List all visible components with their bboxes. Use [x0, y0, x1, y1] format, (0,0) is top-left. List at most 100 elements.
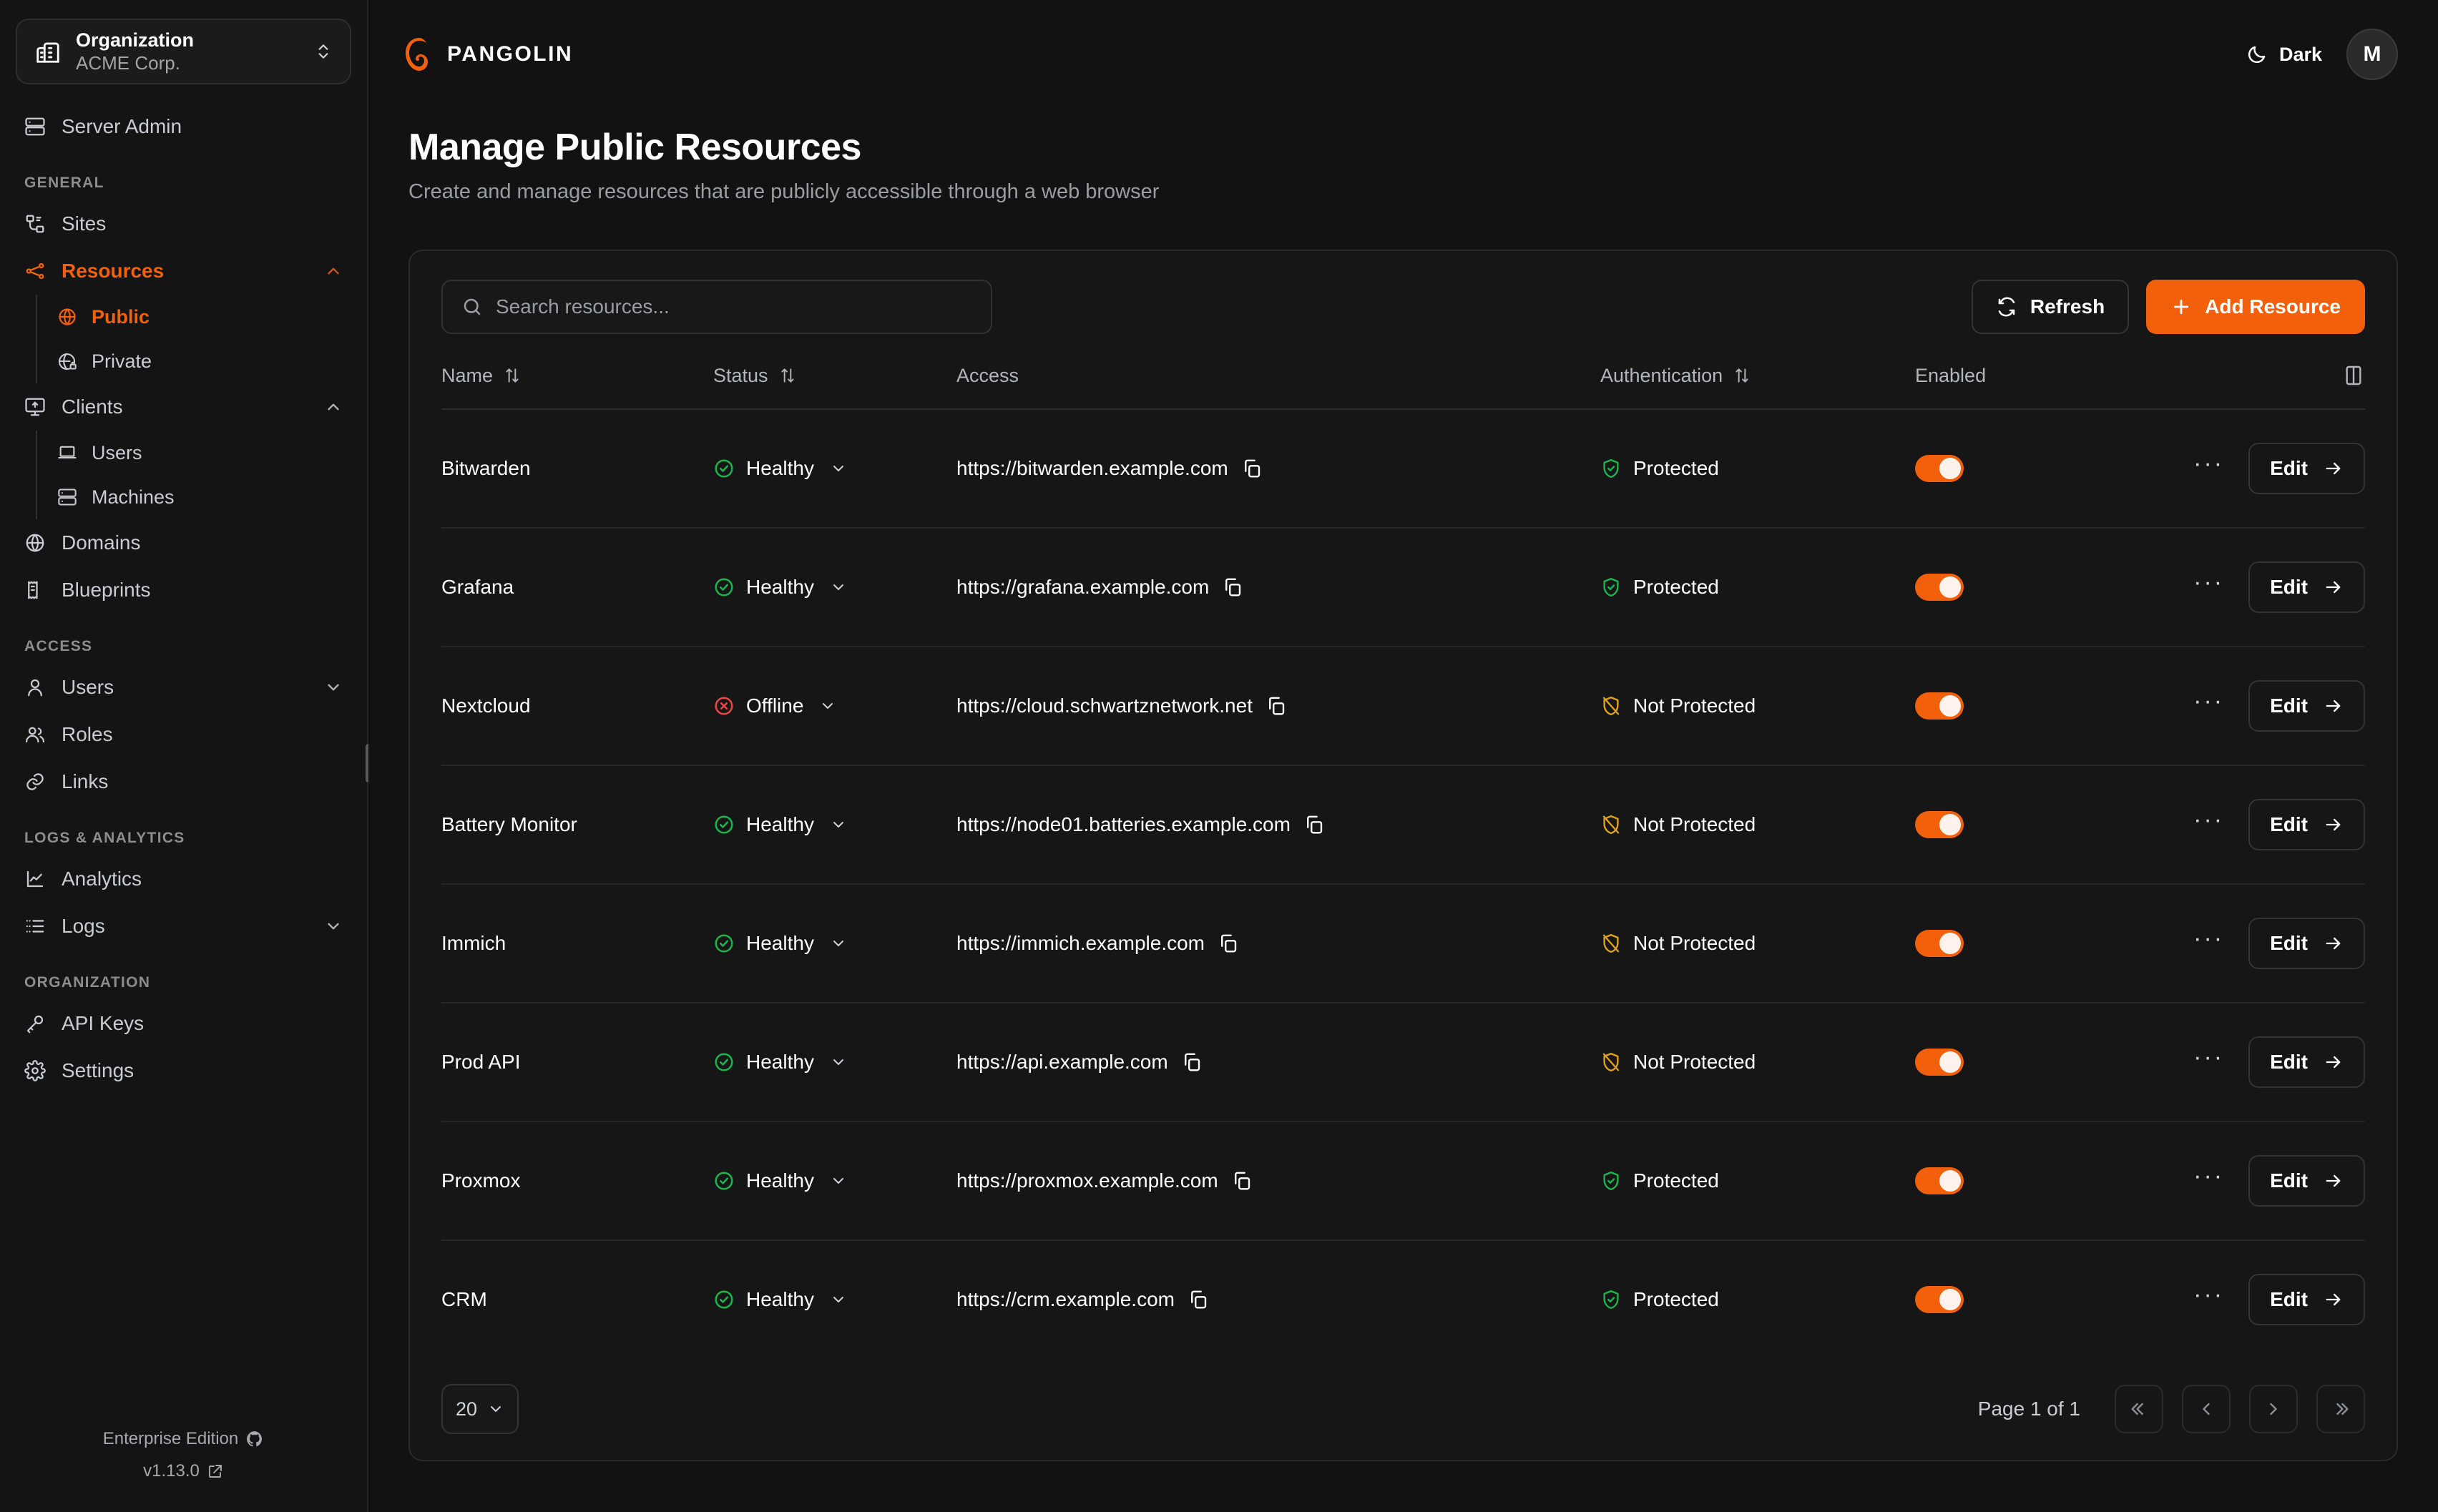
first-page-button[interactable] [2115, 1385, 2163, 1433]
column-header-name[interactable]: Name [441, 364, 713, 410]
sidebar-item-clients-machines[interactable]: Machines [49, 475, 351, 519]
columns-icon[interactable] [2342, 364, 2365, 387]
resource-url[interactable]: https://grafana.example.com [956, 576, 1210, 598]
sort-icon[interactable] [778, 366, 797, 385]
copy-icon[interactable] [1218, 933, 1239, 954]
sidebar-item-roles[interactable]: Roles [16, 711, 351, 758]
cell-authentication: Not Protected [1600, 647, 1915, 766]
status-dropdown[interactable]: Healthy [713, 1288, 956, 1311]
sidebar-item-analytics[interactable]: Analytics [16, 855, 351, 903]
more-actions-icon[interactable]: ··· [2193, 806, 2225, 833]
column-header-status[interactable]: Status [713, 364, 956, 410]
enabled-toggle[interactable] [1915, 455, 1964, 482]
sidebar-item-users[interactable]: Users [16, 664, 351, 711]
copy-icon[interactable] [1231, 1170, 1253, 1192]
sidebar-item-clients[interactable]: Clients [16, 383, 351, 431]
status-dropdown[interactable]: Healthy [713, 813, 956, 836]
edition-link[interactable]: Enterprise Edition [16, 1423, 351, 1455]
sidebar-item-domains[interactable]: Domains [16, 519, 351, 566]
edit-button[interactable]: Edit [2248, 443, 2365, 494]
resource-url[interactable]: https://bitwarden.example.com [956, 457, 1228, 479]
status-dropdown[interactable]: Healthy [713, 1051, 956, 1074]
edit-button[interactable]: Edit [2248, 918, 2365, 969]
resource-url[interactable]: https://crm.example.com [956, 1288, 1175, 1310]
enabled-toggle[interactable] [1915, 930, 1964, 957]
table-row[interactable]: Prod API Healthy https://api.example.com No… [441, 1003, 2365, 1122]
brand[interactable]: PANGOLIN [403, 36, 573, 72]
more-actions-icon[interactable]: ··· [2193, 925, 2225, 952]
enabled-toggle[interactable] [1915, 1286, 1964, 1313]
edit-button[interactable]: Edit [2248, 1274, 2365, 1325]
enabled-toggle[interactable] [1915, 1167, 1964, 1194]
chevron-up-icon[interactable] [324, 262, 343, 280]
sidebar-item-server-admin[interactable]: Server Admin [16, 103, 351, 150]
sidebar-item-blueprints[interactable]: Blueprints [16, 566, 351, 614]
theme-toggle[interactable]: Dark [2246, 44, 2322, 66]
enabled-toggle[interactable] [1915, 574, 1964, 601]
sidebar-item-settings[interactable]: Settings [16, 1047, 351, 1094]
edit-button[interactable]: Edit [2248, 1036, 2365, 1088]
copy-icon[interactable] [1181, 1051, 1203, 1073]
table-row[interactable]: Grafana Healthy https://grafana.example.co… [441, 528, 2365, 647]
copy-icon[interactable] [1265, 695, 1287, 717]
edit-button[interactable]: Edit [2248, 680, 2365, 732]
status-dropdown[interactable]: Healthy [713, 932, 956, 955]
sidebar-item-links[interactable]: Links [16, 758, 351, 805]
status-dropdown[interactable]: Healthy [713, 457, 956, 480]
table-row[interactable]: Immich Healthy https://immich.example.com N… [441, 884, 2365, 1003]
sidebar-item-logs[interactable]: Logs [16, 903, 351, 950]
sidebar-item-api-keys[interactable]: API Keys [16, 1000, 351, 1047]
more-actions-icon[interactable]: ··· [2193, 687, 2225, 715]
per-page-select[interactable]: 20 [441, 1384, 519, 1434]
copy-icon[interactable] [1241, 458, 1263, 479]
org-switcher[interactable]: Organization ACME Corp. [16, 19, 351, 84]
enabled-toggle[interactable] [1915, 1049, 1964, 1076]
column-header-authentication[interactable]: Authentication [1600, 364, 1915, 410]
search-box[interactable] [441, 280, 992, 334]
sort-icon[interactable] [1733, 366, 1751, 385]
sidebar-item-public[interactable]: Public [49, 295, 351, 339]
version-link[interactable]: v1.13.0 [16, 1455, 351, 1488]
table-row[interactable]: Battery Monitor Healthy https://node01.bat… [441, 765, 2365, 885]
search-input[interactable] [496, 295, 972, 318]
resource-url[interactable]: https://proxmox.example.com [956, 1169, 1218, 1192]
table-row[interactable]: Bitwarden Healthy https://bitwarden.exampl… [441, 409, 2365, 529]
edit-button[interactable]: Edit [2248, 1155, 2365, 1207]
avatar[interactable]: M [2346, 29, 2398, 80]
sidebar-item-sites[interactable]: Sites [16, 200, 351, 247]
edit-button[interactable]: Edit [2248, 561, 2365, 613]
status-dropdown[interactable]: Healthy [713, 576, 956, 599]
resource-url[interactable]: https://api.example.com [956, 1051, 1168, 1073]
copy-icon[interactable] [1188, 1289, 1209, 1310]
chevron-down-icon[interactable] [324, 917, 343, 936]
resource-url[interactable]: https://node01.batteries.example.com [956, 813, 1291, 835]
enabled-toggle[interactable] [1915, 811, 1964, 838]
more-actions-icon[interactable]: ··· [2193, 1044, 2225, 1071]
sort-icon[interactable] [503, 366, 522, 385]
more-actions-icon[interactable]: ··· [2193, 450, 2225, 477]
next-page-button[interactable] [2249, 1385, 2298, 1433]
chevron-up-icon[interactable] [324, 398, 343, 416]
edit-button[interactable]: Edit [2248, 799, 2365, 850]
table-row[interactable]: Nextcloud Offline https://cloud.schwartzne… [441, 647, 2365, 766]
chevron-down-icon[interactable] [324, 678, 343, 697]
more-actions-icon[interactable]: ··· [2193, 1281, 2225, 1308]
sidebar-item-resources[interactable]: Resources [16, 247, 351, 295]
more-actions-icon[interactable]: ··· [2193, 569, 2225, 596]
prev-page-button[interactable] [2182, 1385, 2231, 1433]
copy-icon[interactable] [1222, 576, 1243, 598]
refresh-button[interactable]: Refresh [1971, 280, 2130, 334]
last-page-button[interactable] [2316, 1385, 2365, 1433]
resource-url[interactable]: https://cloud.schwartznetwork.net [956, 694, 1253, 717]
more-actions-icon[interactable]: ··· [2193, 1162, 2225, 1189]
table-row[interactable]: Proxmox Healthy https://proxmox.example.co… [441, 1121, 2365, 1241]
status-dropdown[interactable]: Healthy [713, 1169, 956, 1192]
copy-icon[interactable] [1303, 814, 1325, 835]
sidebar-item-clients-users[interactable]: Users [49, 431, 351, 475]
sidebar-item-private[interactable]: Private [49, 339, 351, 383]
resource-url[interactable]: https://immich.example.com [956, 932, 1205, 954]
status-dropdown[interactable]: Offline [713, 694, 956, 717]
table-row[interactable]: CRM Healthy https://crm.example.com Protect… [441, 1240, 2365, 1358]
add-resource-button[interactable]: Add Resource [2146, 280, 2365, 334]
enabled-toggle[interactable] [1915, 692, 1964, 720]
